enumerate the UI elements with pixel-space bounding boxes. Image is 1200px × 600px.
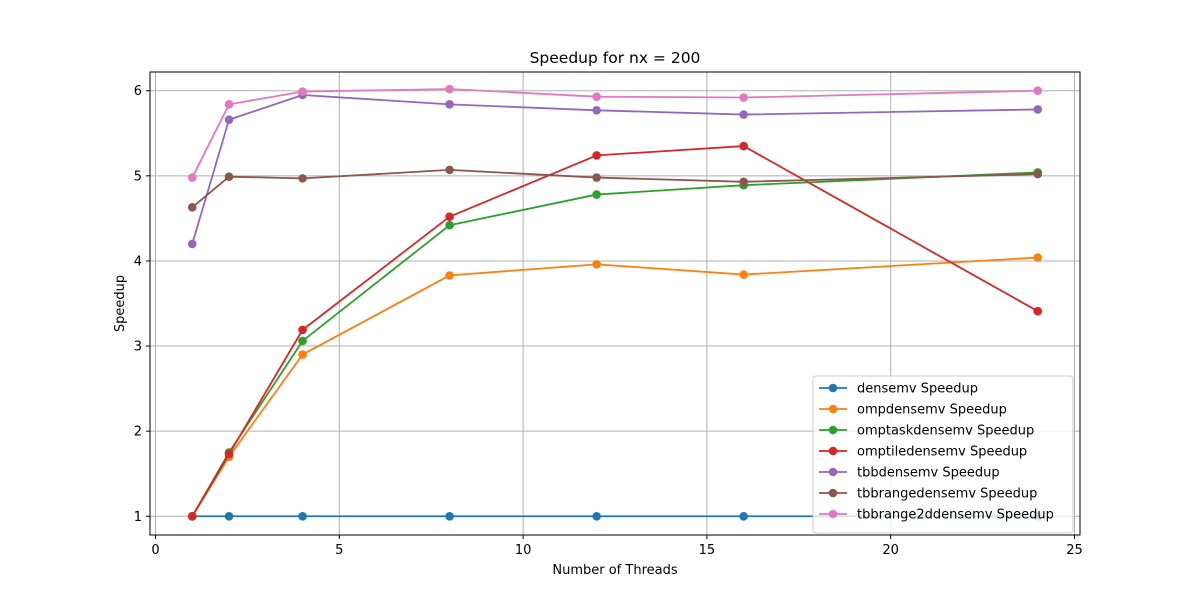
data-point bbox=[445, 511, 454, 521]
legend-label: tbbdensemv Speedup bbox=[857, 466, 1000, 481]
y-axis-label: Speedup bbox=[113, 275, 128, 332]
y-tick-label: 6 bbox=[134, 84, 142, 99]
data-point bbox=[1033, 105, 1043, 114]
plot-frame bbox=[149, 71, 1081, 536]
series-5 bbox=[187, 90, 1043, 249]
x-tick-label: 20 bbox=[882, 543, 899, 558]
data-point bbox=[739, 141, 748, 151]
y-axis-ticks: 1 2 3 4 5 6 bbox=[134, 84, 150, 525]
data-point bbox=[224, 115, 234, 124]
data-point bbox=[739, 511, 748, 521]
data-point bbox=[298, 336, 307, 346]
data-point bbox=[298, 350, 307, 359]
legend-label: ompdensemv Speedup bbox=[857, 403, 1007, 418]
y-tick-label: 5 bbox=[134, 169, 142, 184]
data-point bbox=[592, 92, 601, 101]
data-point bbox=[224, 100, 234, 109]
data-point bbox=[224, 449, 234, 459]
legend-item: tbbrangedensemv Speedup bbox=[819, 487, 1037, 502]
x-tick-label: 25 bbox=[1066, 543, 1083, 558]
data-point bbox=[445, 212, 454, 221]
data-point bbox=[298, 511, 307, 521]
data-point bbox=[187, 173, 197, 182]
data-point bbox=[592, 190, 601, 199]
data-point bbox=[187, 203, 197, 212]
data-point bbox=[592, 173, 601, 182]
legend-label: tbbrangedensemv Speedup bbox=[857, 487, 1037, 502]
legend-label: omptiledensemv Speedup bbox=[857, 445, 1027, 460]
chart-title: Speedup for nx = 200 bbox=[530, 49, 701, 67]
legend-label: omptaskdensemv Speedup bbox=[857, 424, 1034, 439]
data-point bbox=[445, 100, 454, 109]
data-point bbox=[224, 172, 234, 181]
data-point bbox=[187, 239, 197, 249]
series-4 bbox=[187, 141, 1043, 521]
legend-marker bbox=[828, 509, 838, 519]
series-7 bbox=[187, 84, 1043, 182]
x-tick-label: 5 bbox=[335, 543, 343, 558]
legend-marker bbox=[828, 425, 838, 435]
data-point bbox=[445, 271, 454, 280]
data-point bbox=[739, 93, 748, 102]
data-point bbox=[592, 105, 601, 115]
data-point bbox=[445, 220, 454, 230]
data-point bbox=[1033, 253, 1043, 262]
data-point bbox=[1033, 169, 1043, 179]
data-point bbox=[445, 165, 454, 175]
series-6 bbox=[187, 165, 1043, 212]
legend-item: tbbrange2ddensemv Speedup bbox=[819, 508, 1054, 523]
legend-item: ompdensemv Speedup bbox=[819, 403, 1007, 418]
legend-label: densemv Speedup bbox=[857, 382, 978, 397]
legend-item: omptiledensemv Speedup bbox=[819, 445, 1027, 460]
data-point bbox=[298, 87, 307, 96]
legend-label: tbbrange2ddensemv Speedup bbox=[857, 508, 1054, 523]
x-axis-ticks: 0 5 10 15 20 25 bbox=[151, 535, 1083, 558]
data-point bbox=[298, 325, 307, 335]
legend-item: omptaskdensemv Speedup bbox=[819, 424, 1034, 439]
series-line bbox=[191, 94, 1038, 245]
data-point bbox=[739, 110, 748, 119]
data-point bbox=[1033, 306, 1043, 316]
data-point bbox=[592, 260, 601, 269]
y-tick-label: 3 bbox=[134, 340, 142, 355]
legend-marker bbox=[828, 446, 838, 456]
legend-marker bbox=[828, 467, 838, 477]
series-line bbox=[191, 88, 1038, 178]
legend-marker bbox=[828, 404, 838, 414]
x-tick-label: 0 bbox=[151, 543, 159, 558]
legend-marker bbox=[828, 488, 838, 498]
x-tick-label: 15 bbox=[699, 543, 716, 558]
y-tick-label: 1 bbox=[134, 510, 142, 525]
data-point bbox=[1033, 86, 1043, 96]
y-tick-label: 2 bbox=[134, 425, 142, 440]
data-point bbox=[739, 177, 748, 187]
plot-series bbox=[187, 84, 1043, 521]
legend: densemv Speedup ompdensemv Speedup omptask… bbox=[812, 375, 1074, 534]
y-tick-label: 4 bbox=[134, 254, 142, 269]
legend-marker bbox=[828, 383, 838, 393]
data-point bbox=[445, 84, 454, 94]
data-point bbox=[592, 151, 601, 160]
data-point bbox=[298, 174, 307, 183]
legend-box bbox=[812, 375, 1074, 534]
data-point bbox=[739, 270, 748, 279]
data-point bbox=[592, 511, 601, 521]
x-tick-label: 10 bbox=[515, 543, 532, 558]
legend-item: densemv Speedup bbox=[819, 382, 978, 397]
legend-item: tbbdensemv Speedup bbox=[819, 466, 1000, 481]
data-point bbox=[187, 511, 197, 521]
data-point bbox=[224, 511, 234, 521]
x-axis-label: Number of Threads bbox=[552, 563, 677, 578]
